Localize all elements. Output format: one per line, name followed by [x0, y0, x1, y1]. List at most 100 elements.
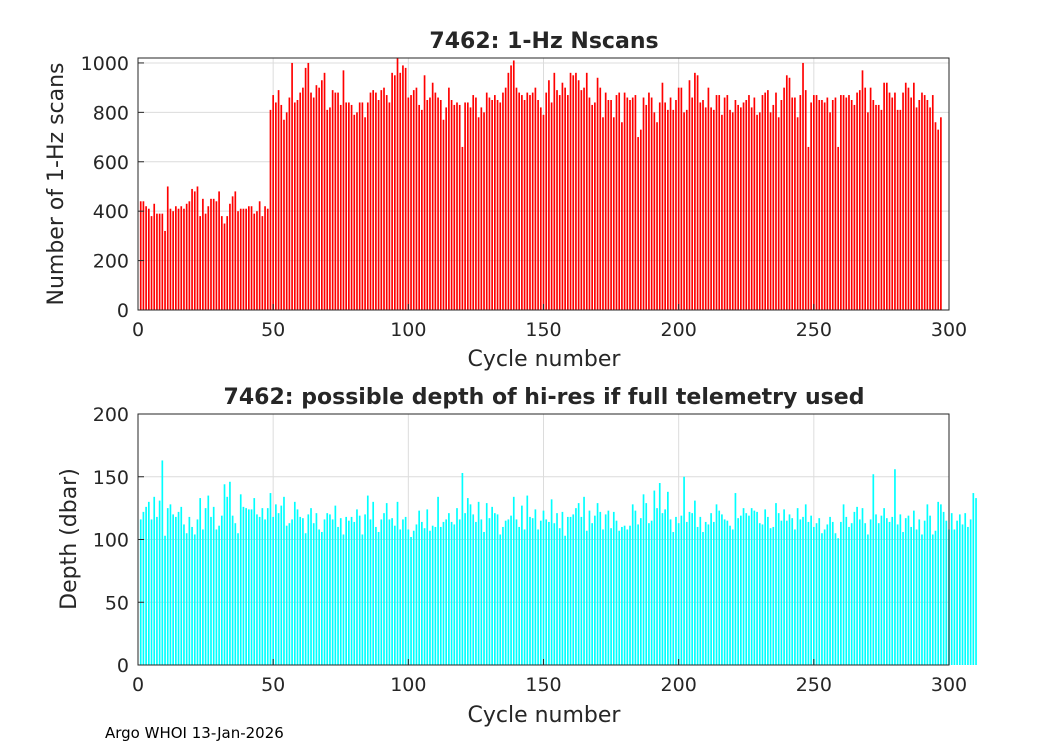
x-tick-label: 250: [796, 674, 832, 696]
bar: [445, 107, 448, 310]
bar: [823, 529, 826, 665]
bar: [334, 505, 337, 665]
bar: [883, 82, 885, 311]
bar: [810, 515, 812, 665]
bar: [312, 97, 315, 310]
bar: [466, 498, 469, 665]
bar: [821, 533, 823, 665]
bar: [594, 515, 596, 665]
bar: [485, 503, 488, 665]
bar: [861, 70, 864, 310]
bar: [753, 97, 756, 310]
bar: [688, 80, 691, 311]
bar: [202, 529, 204, 665]
bar: [445, 519, 448, 665]
bar: [299, 92, 302, 310]
bar: [466, 102, 469, 310]
bar: [380, 90, 383, 311]
bar: [883, 508, 885, 666]
bar: [764, 509, 767, 665]
bar: [423, 75, 426, 310]
bar: [923, 95, 926, 310]
bar: [837, 146, 840, 310]
y-tick-label: 200: [93, 404, 129, 426]
bar: [904, 82, 907, 311]
bar: [637, 524, 639, 665]
bar: [207, 495, 210, 665]
bar: [361, 102, 364, 310]
bar: [740, 515, 742, 665]
bar: [372, 501, 375, 665]
bar: [415, 87, 418, 311]
bar: [653, 490, 656, 665]
bar: [534, 87, 537, 311]
bar: [275, 102, 277, 310]
bar: [139, 201, 142, 310]
bar: [853, 511, 856, 665]
bar: [702, 531, 704, 665]
bar: [715, 504, 718, 665]
bar: [258, 201, 261, 310]
bar: [142, 201, 145, 310]
bar: [210, 198, 212, 310]
bar: [485, 92, 488, 310]
bar: [477, 501, 480, 665]
bar: [726, 95, 729, 310]
bar: [312, 523, 315, 665]
bar: [350, 516, 353, 665]
bar: [710, 513, 712, 665]
bar: [229, 481, 231, 665]
bar: [631, 97, 634, 310]
bar: [453, 104, 456, 310]
bar: [342, 534, 345, 665]
bar: [507, 519, 510, 665]
bar: [158, 500, 161, 665]
bar: [802, 62, 804, 310]
bar: [591, 104, 593, 310]
y-tick-label: 1000: [81, 53, 129, 75]
y-tick-label: 800: [93, 102, 129, 124]
bar: [231, 515, 234, 665]
bar: [618, 530, 621, 665]
bar: [218, 191, 220, 310]
bar: [556, 513, 558, 665]
bar: [721, 114, 723, 310]
bar: [634, 95, 637, 310]
bar: [220, 515, 223, 665]
bar: [531, 92, 534, 310]
bar: [529, 516, 531, 665]
bar: [391, 72, 393, 310]
bar: [204, 508, 207, 666]
bar: [542, 510, 545, 665]
chart-title: 7462: 1-Hz Nscans: [429, 29, 658, 54]
bar: [220, 216, 223, 310]
bar: [531, 518, 534, 665]
bar: [753, 510, 756, 665]
bar: [418, 510, 420, 665]
bar: [756, 511, 758, 665]
bar: [269, 493, 272, 665]
bar: [515, 519, 518, 665]
bar: [264, 519, 266, 665]
bar: [561, 82, 564, 311]
bar: [580, 90, 583, 311]
bar: [612, 511, 615, 665]
bar: [845, 97, 848, 310]
bar: [910, 526, 912, 665]
bar: [810, 102, 812, 310]
bar: [669, 519, 672, 665]
bar: [629, 525, 631, 665]
bar: [288, 97, 291, 310]
bar: [158, 213, 161, 310]
bar: [648, 523, 650, 665]
bar: [147, 501, 150, 665]
bar: [304, 67, 307, 310]
bar: [153, 496, 156, 665]
bar: [475, 521, 477, 665]
bar: [596, 503, 599, 665]
bar: [239, 208, 242, 310]
bar: [548, 80, 550, 311]
bar: [740, 107, 742, 310]
bar: [729, 109, 731, 310]
bar: [723, 97, 726, 310]
